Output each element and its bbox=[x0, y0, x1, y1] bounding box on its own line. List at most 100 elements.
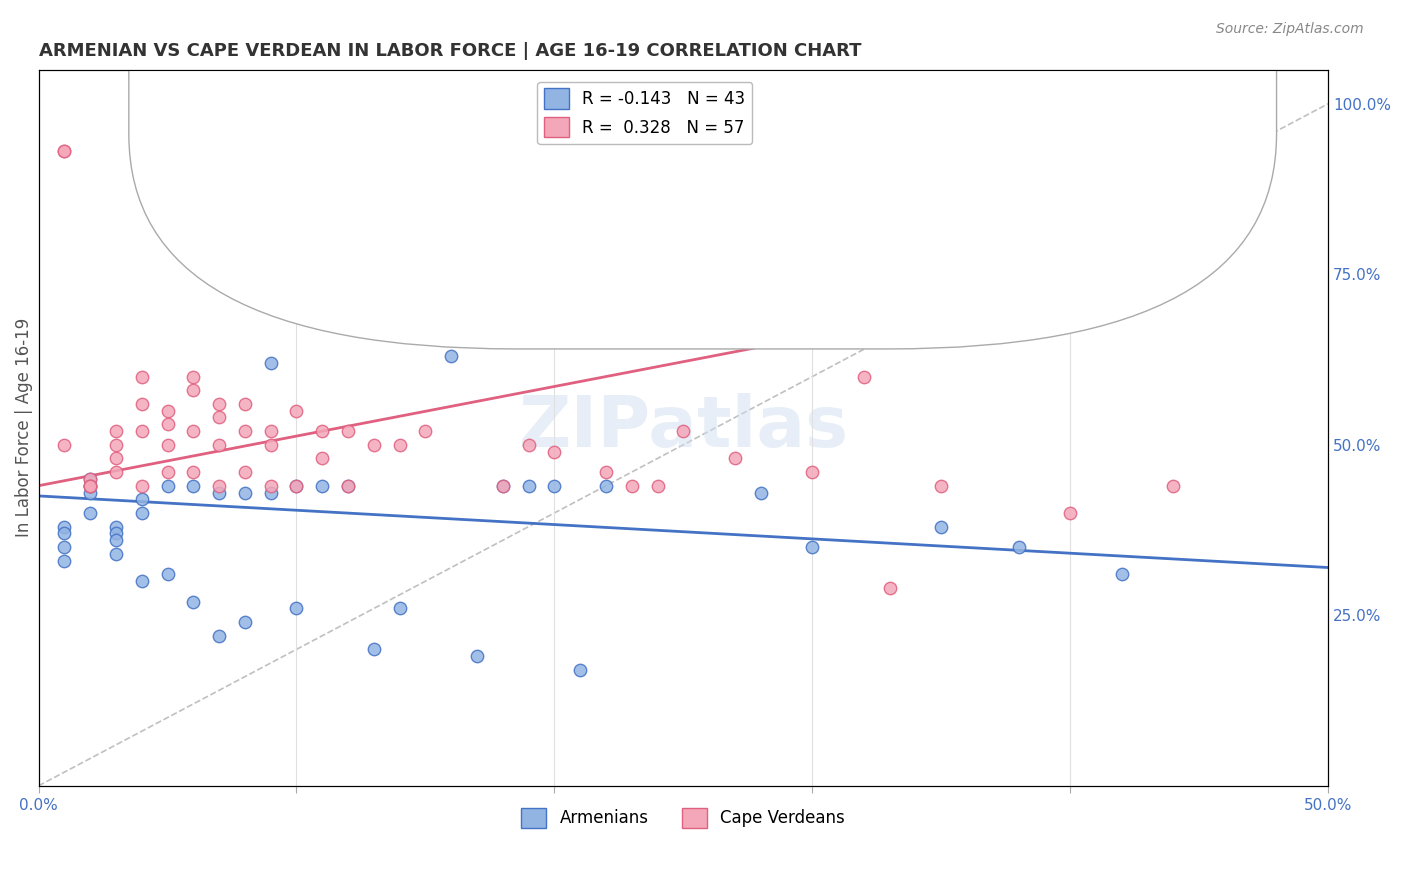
Point bbox=[285, 478, 308, 492]
Point bbox=[260, 438, 283, 452]
Point bbox=[620, 478, 643, 492]
Point bbox=[260, 478, 283, 492]
Point bbox=[285, 478, 308, 492]
Point bbox=[337, 424, 360, 438]
Point bbox=[724, 451, 747, 466]
Point bbox=[156, 403, 179, 417]
Point bbox=[79, 478, 101, 492]
Point bbox=[311, 451, 333, 466]
Text: ARMENIAN VS CAPE VERDEAN IN LABOR FORCE | AGE 16-19 CORRELATION CHART: ARMENIAN VS CAPE VERDEAN IN LABOR FORCE … bbox=[38, 42, 860, 60]
Point bbox=[363, 642, 385, 657]
Point bbox=[285, 601, 308, 615]
Point bbox=[465, 649, 488, 664]
Point bbox=[233, 485, 256, 500]
Point bbox=[208, 478, 231, 492]
Point bbox=[53, 145, 76, 159]
Point bbox=[104, 438, 127, 452]
Point bbox=[181, 478, 204, 492]
Point bbox=[233, 615, 256, 629]
Point bbox=[569, 663, 592, 677]
Point bbox=[181, 465, 204, 479]
Point bbox=[104, 519, 127, 533]
Point bbox=[543, 478, 565, 492]
Point bbox=[181, 424, 204, 438]
Point bbox=[53, 519, 76, 533]
Point bbox=[131, 574, 153, 589]
Point bbox=[1007, 540, 1029, 554]
Point bbox=[749, 485, 772, 500]
Point bbox=[492, 478, 515, 492]
Point bbox=[104, 465, 127, 479]
Point bbox=[104, 526, 127, 541]
Point bbox=[131, 478, 153, 492]
Point bbox=[104, 533, 127, 548]
Point bbox=[852, 369, 875, 384]
Point bbox=[1111, 567, 1133, 582]
Point bbox=[156, 478, 179, 492]
Point bbox=[208, 485, 231, 500]
Point bbox=[260, 485, 283, 500]
Point bbox=[1163, 478, 1185, 492]
Point bbox=[388, 438, 411, 452]
Point bbox=[208, 629, 231, 643]
Point bbox=[79, 478, 101, 492]
Point bbox=[285, 403, 308, 417]
Point bbox=[131, 492, 153, 507]
Point bbox=[233, 424, 256, 438]
Point bbox=[181, 383, 204, 397]
Point bbox=[208, 438, 231, 452]
Point bbox=[929, 519, 952, 533]
Point bbox=[104, 547, 127, 561]
Point bbox=[801, 465, 824, 479]
Point bbox=[337, 478, 360, 492]
Point bbox=[79, 506, 101, 520]
Point bbox=[53, 554, 76, 568]
Point bbox=[543, 444, 565, 458]
Point bbox=[104, 451, 127, 466]
Point bbox=[337, 478, 360, 492]
Point bbox=[53, 145, 76, 159]
Point bbox=[595, 465, 617, 479]
Point bbox=[79, 472, 101, 486]
Point bbox=[801, 540, 824, 554]
Point bbox=[53, 438, 76, 452]
Point bbox=[492, 478, 515, 492]
Point bbox=[1059, 506, 1081, 520]
Point bbox=[181, 594, 204, 608]
Point bbox=[260, 356, 283, 370]
Point bbox=[260, 424, 283, 438]
Point bbox=[233, 397, 256, 411]
Point bbox=[104, 424, 127, 438]
Point bbox=[465, 315, 488, 329]
Point bbox=[929, 478, 952, 492]
Point bbox=[363, 438, 385, 452]
Point bbox=[311, 424, 333, 438]
Point bbox=[79, 478, 101, 492]
Y-axis label: In Labor Force | Age 16-19: In Labor Force | Age 16-19 bbox=[15, 318, 32, 537]
Point bbox=[131, 506, 153, 520]
Point bbox=[53, 540, 76, 554]
FancyBboxPatch shape bbox=[129, 0, 1277, 349]
Point bbox=[79, 472, 101, 486]
Point bbox=[156, 567, 179, 582]
Text: ZIPatlas: ZIPatlas bbox=[519, 393, 848, 462]
Point bbox=[79, 478, 101, 492]
Point bbox=[156, 438, 179, 452]
Point bbox=[672, 424, 695, 438]
Point bbox=[595, 478, 617, 492]
Point bbox=[131, 369, 153, 384]
Point bbox=[131, 424, 153, 438]
Point bbox=[181, 369, 204, 384]
Point bbox=[208, 397, 231, 411]
Point bbox=[440, 349, 463, 363]
Point bbox=[131, 397, 153, 411]
Point bbox=[208, 410, 231, 425]
Point bbox=[233, 465, 256, 479]
Point bbox=[79, 485, 101, 500]
Point bbox=[53, 526, 76, 541]
Point bbox=[415, 424, 437, 438]
Text: Source: ZipAtlas.com: Source: ZipAtlas.com bbox=[1216, 22, 1364, 37]
Point bbox=[311, 478, 333, 492]
Point bbox=[388, 601, 411, 615]
Point bbox=[156, 417, 179, 432]
